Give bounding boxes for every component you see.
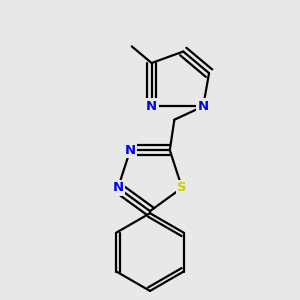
Text: N: N xyxy=(198,100,209,113)
Text: N: N xyxy=(146,100,157,113)
Text: N: N xyxy=(124,144,136,157)
Text: N: N xyxy=(112,181,124,194)
Text: S: S xyxy=(177,181,187,194)
